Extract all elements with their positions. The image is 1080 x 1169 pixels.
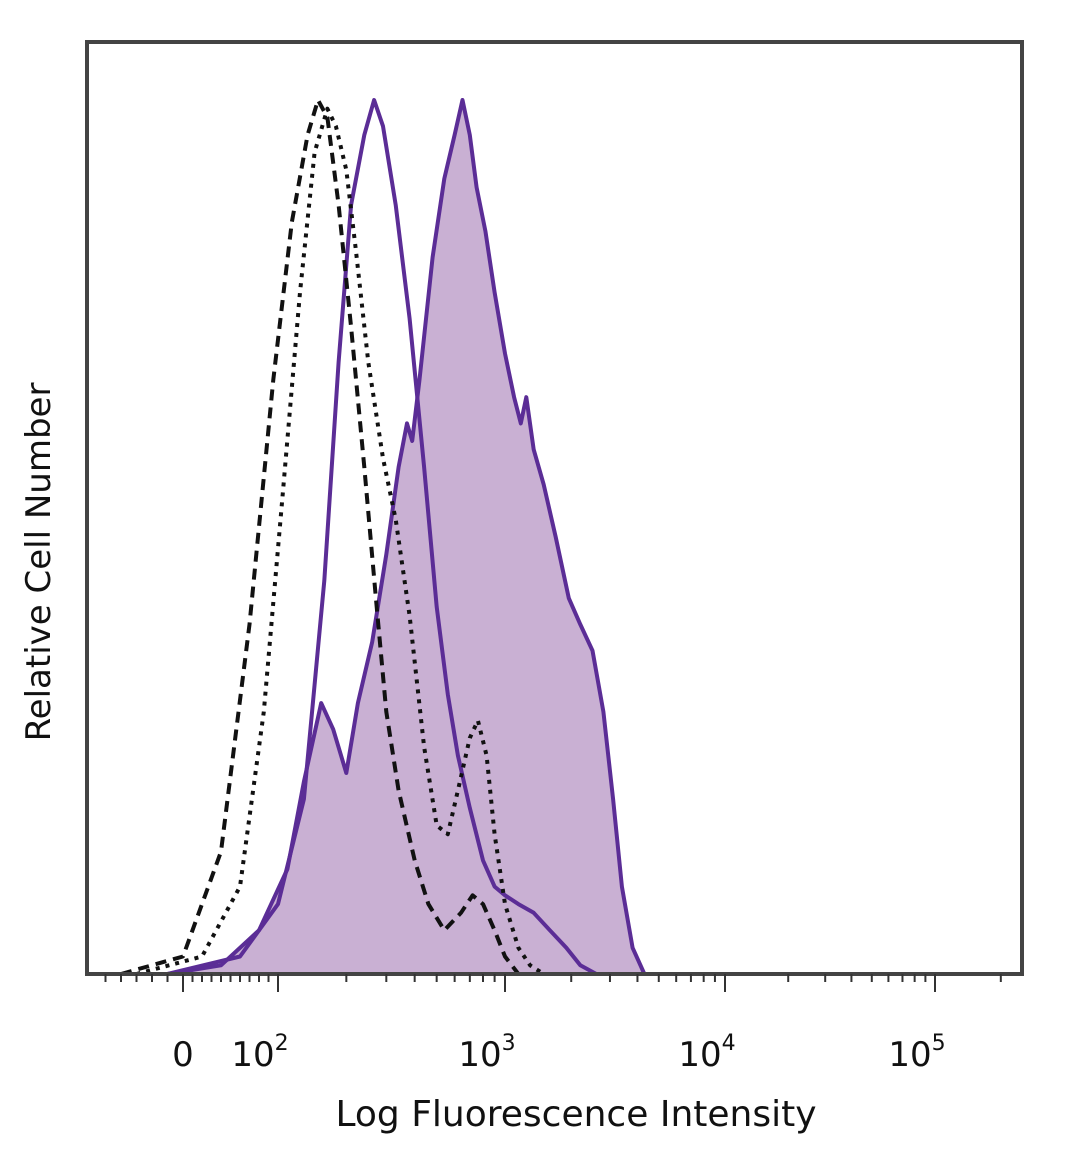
x-tick-label: 104 (678, 1031, 735, 1075)
histogram-filled-purple-line (167, 98, 647, 976)
x-tick-label: 105 (888, 1031, 945, 1075)
plot-frame (85, 40, 1024, 976)
x-tick-label: 103 (458, 1031, 515, 1075)
histogram-dashed-black-line (120, 98, 520, 976)
histogram-filled-purple-area (167, 100, 645, 974)
plot-area (87, 98, 1022, 976)
y-axis-title: Relative Cell Number (19, 383, 59, 742)
x-tick-label: 0 (172, 1035, 194, 1075)
histogram-dotted-black-line (135, 106, 545, 976)
x-tick-label: 102 (231, 1031, 288, 1075)
x-axis-title: Log Fluorescence Intensity (335, 1094, 816, 1135)
x-axis: 0 102 103 104 105 (104, 974, 1002, 1075)
histogram-solid-purple-line (167, 98, 598, 976)
